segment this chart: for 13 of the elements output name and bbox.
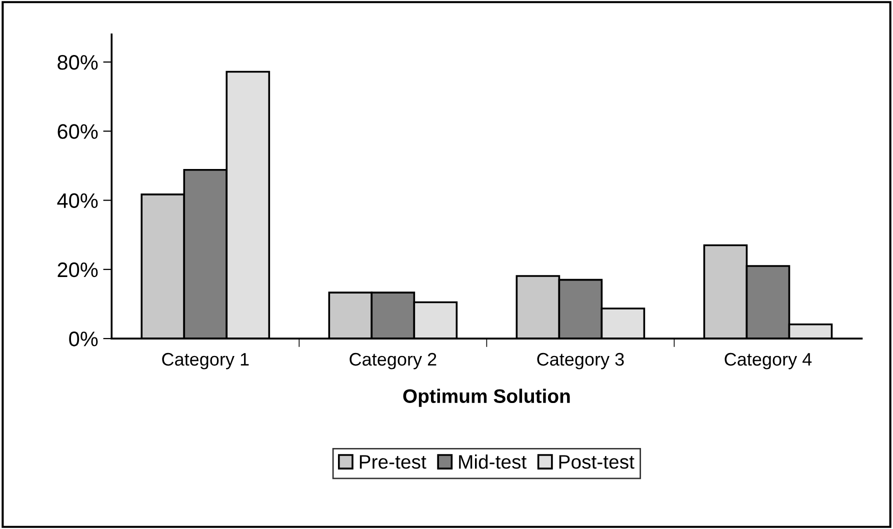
y-tick-label: 20%	[58, 262, 98, 278]
legend-label: Mid-test	[459, 454, 527, 469]
x-tick-label: Category 1	[162, 352, 249, 370]
y-tick-label: 40%	[57, 193, 98, 208]
x-tick-label: Category 3	[537, 352, 624, 370]
y-tick-label: 60%	[58, 124, 98, 139]
y-tick-label: 0%	[69, 332, 98, 346]
x-tick-label: Category 2	[350, 352, 436, 370]
legend-label: Post-test	[559, 455, 634, 469]
x-tick-label: Category 4	[724, 352, 812, 370]
legend-label: Pre-test	[360, 455, 426, 469]
x-axis-title: Optimum Solution	[403, 388, 570, 407]
y-tick-label: 80%	[58, 55, 98, 70]
